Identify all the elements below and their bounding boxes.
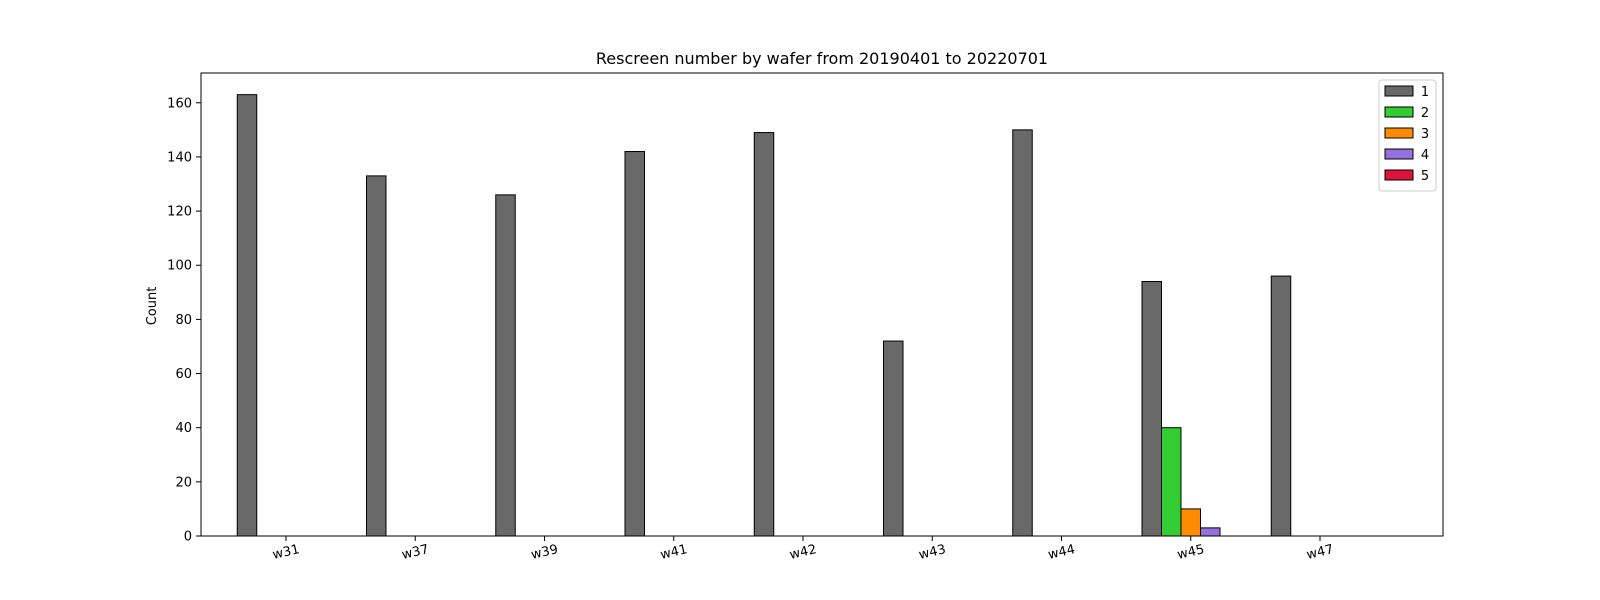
plot-frame	[200, 72, 1444, 537]
legend: 1 2 3 4 5	[1378, 79, 1437, 192]
bar-w39-series-1	[495, 194, 516, 537]
x-tick-label: w43	[917, 542, 947, 563]
x-tick-label: w41	[659, 542, 689, 563]
bar-w37-series-1	[366, 175, 387, 537]
bar-w44-series-1	[1012, 129, 1033, 537]
y-tick-label: 100	[167, 259, 192, 274]
legend-label-3: 3	[1421, 127, 1429, 142]
x-tick-label: w39	[530, 542, 560, 563]
legend-swatch-4	[1384, 148, 1414, 160]
x-tick-label: w42	[788, 542, 818, 563]
legend-swatch-3	[1384, 127, 1414, 139]
bar-w41-series-1	[624, 151, 645, 537]
y-tick-label: 0	[184, 530, 192, 545]
legend-swatch-2	[1384, 106, 1414, 118]
y-tick-label: 80	[175, 313, 192, 328]
y-tick-label: 40	[175, 421, 192, 436]
legend-label-4: 4	[1421, 148, 1429, 163]
x-tick-label: w44	[1047, 542, 1077, 563]
y-tick-label: 60	[175, 367, 192, 382]
bar-w45-series-3	[1180, 508, 1201, 537]
x-tick-label: w31	[271, 542, 301, 563]
legend-swatch-1	[1384, 85, 1414, 97]
x-tick-label: w47	[1305, 542, 1335, 563]
bars-group	[236, 94, 1292, 537]
legend-label-2: 2	[1421, 106, 1429, 121]
x-tick-label: w45	[1176, 542, 1206, 563]
bar-w31-series-1	[236, 94, 258, 537]
legend-label-5: 5	[1421, 169, 1429, 184]
y-axis-label: Count	[145, 287, 160, 326]
legend-swatch-5	[1384, 169, 1414, 181]
y-tick-label: 120	[167, 205, 192, 220]
x-tick-label: w37	[400, 542, 430, 563]
y-tick-label: 20	[175, 475, 192, 490]
bar-w47-series-1	[1270, 275, 1292, 537]
y-axis-ticks: 0 20 40 60 80 100 120 140 160	[167, 96, 201, 545]
bar-w42-series-1	[753, 132, 775, 537]
bar-w45-series-2	[1161, 427, 1182, 537]
x-axis-ticks: w31 w37 w39 w41 w42 w43 w44 w45 w47	[271, 536, 1335, 563]
bar-w45-series-4	[1200, 527, 1221, 537]
y-tick-label: 140	[167, 150, 192, 165]
chart-title: Rescreen number by wafer from 20190401 t…	[596, 49, 1048, 68]
legend-label-1: 1	[1421, 85, 1429, 100]
bar-w45-series-1	[1141, 280, 1162, 537]
y-tick-label: 160	[167, 96, 192, 111]
bar-w43-series-1	[883, 340, 904, 537]
